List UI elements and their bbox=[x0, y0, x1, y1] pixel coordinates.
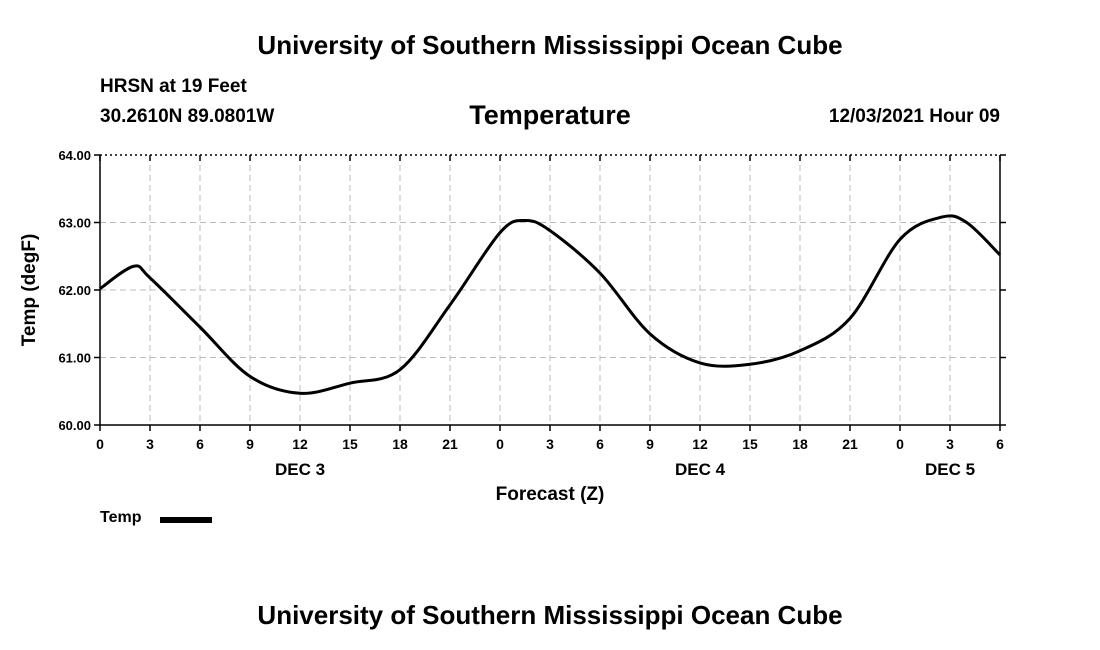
x-tick-label: 3 bbox=[546, 436, 554, 452]
x-tick-label: 3 bbox=[146, 436, 154, 452]
x-tick-label: 9 bbox=[646, 436, 654, 452]
page-title: University of Southern Mississippi Ocean… bbox=[257, 30, 843, 60]
x-tick-label: 9 bbox=[246, 436, 254, 452]
y-tick-label: 63.00 bbox=[58, 216, 91, 231]
x-tick-label: 21 bbox=[442, 436, 458, 452]
y-tick-label: 61.00 bbox=[58, 351, 91, 366]
x-tick-label: 21 bbox=[842, 436, 858, 452]
day-label: DEC 5 bbox=[925, 460, 975, 479]
legend-label: Temp bbox=[100, 509, 142, 526]
x-tick-label: 6 bbox=[196, 436, 204, 452]
x-tick-label: 0 bbox=[896, 436, 904, 452]
chart-title: Temperature bbox=[469, 100, 631, 130]
x-tick-label: 15 bbox=[742, 436, 758, 452]
x-tick-label: 6 bbox=[996, 436, 1004, 452]
y-tick-label: 60.00 bbox=[58, 418, 91, 433]
x-tick-label: 12 bbox=[692, 436, 708, 452]
day-label: DEC 3 bbox=[275, 460, 325, 479]
temp-series-line bbox=[99, 214, 1002, 395]
x-tick-label: 18 bbox=[792, 436, 808, 452]
x-tick-label: 6 bbox=[596, 436, 604, 452]
station-coordinates: 30.2610N 89.0801W bbox=[100, 106, 275, 127]
x-tick-label: 0 bbox=[496, 436, 504, 452]
x-tick-label: 15 bbox=[342, 436, 358, 452]
y-tick-label: 64.00 bbox=[58, 148, 91, 163]
x-tick-label: 0 bbox=[96, 436, 104, 452]
y-axis-label: Temp (degF) bbox=[19, 234, 40, 347]
x-axis-label: Forecast (Z) bbox=[496, 484, 605, 505]
y-tick-label: 62.00 bbox=[58, 283, 91, 298]
x-tick-label: 12 bbox=[292, 436, 308, 452]
station-label: HRSN at 19 Feet bbox=[100, 76, 247, 97]
day-label: DEC 4 bbox=[675, 460, 726, 479]
x-tick-label: 18 bbox=[392, 436, 408, 452]
x-tick-label: 3 bbox=[946, 436, 954, 452]
footer-title: University of Southern Mississippi Ocean… bbox=[257, 600, 843, 630]
forecast-datetime: 12/03/2021 Hour 09 bbox=[828, 106, 1000, 127]
legend-swatch bbox=[160, 517, 212, 523]
